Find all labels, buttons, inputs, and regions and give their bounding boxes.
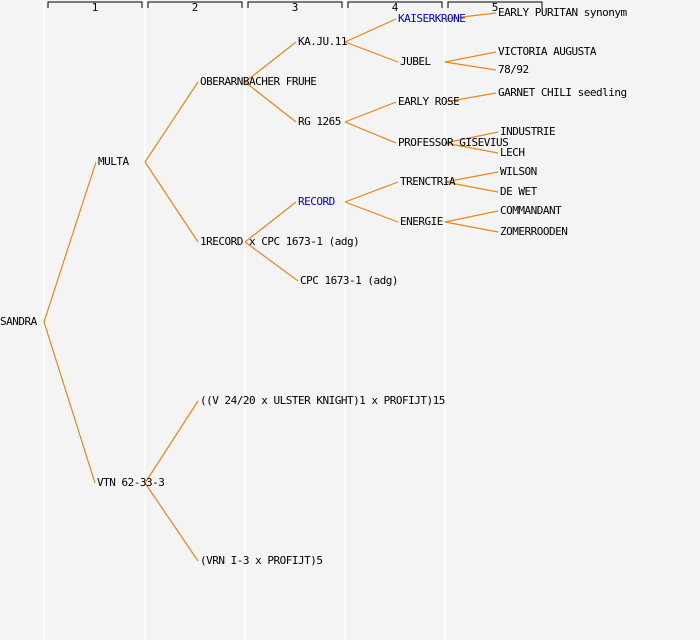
- tree-node-rg-1265: RG 1265: [298, 115, 341, 128]
- edge-rg-1265-professor-gisevius: [344, 121, 397, 144]
- edge-energie-commandant: [444, 210, 499, 223]
- generation-bracket: [47, 1, 143, 8]
- tree-node-kaiserkrone[interactable]: KAISERKRONE: [398, 12, 466, 25]
- generation-bracket: [247, 1, 343, 8]
- edge-jubel-victoria-augusta: [444, 51, 497, 63]
- edge-record-cross-record: [244, 201, 297, 243]
- tree-node-multa: MULTA: [98, 155, 129, 168]
- edge-record-cross-cpc-1673-1: [244, 241, 299, 282]
- edge-energie-zomerrooden: [444, 221, 499, 233]
- tree-node-industrie: INDUSTRIE: [500, 125, 556, 138]
- edge-sandra-multa: [43, 161, 97, 323]
- edge-trenctria-wilson: [444, 171, 499, 183]
- generation-label: 4: [391, 1, 399, 14]
- edge-professor-gisevius-lech: [444, 142, 499, 154]
- edge-record-energie: [344, 201, 399, 223]
- tree-node-jubel: JUBEL: [400, 55, 431, 68]
- edge-trenctria-de-wet: [444, 181, 499, 193]
- tree-node-lech: LECH: [500, 146, 525, 159]
- tree-node-victoria-augusta: VICTORIA AUGUSTA: [498, 45, 596, 58]
- edge-kaiserkrone-early-puritan: [444, 12, 497, 20]
- tree-node-zomerrooden: ZOMERROODEN: [500, 225, 568, 238]
- edge-ka-ju-11-kaiserkrone: [344, 18, 397, 43]
- generation-bracket: [347, 1, 443, 8]
- edge-jubel-78-92: [444, 61, 497, 71]
- edge-record-trenctria: [344, 181, 399, 203]
- tree-node-cpc-1673-1: CPC 1673-1 (adg): [300, 274, 398, 287]
- edge-oberarnbacher-fruhe-ka-ju-11: [244, 41, 297, 83]
- edge-sandra-vtn-62-33-3: [43, 321, 96, 484]
- tree-node-garnet-chili: GARNET CHILI seedling: [498, 86, 627, 99]
- tree-node-de-wet: DE WET: [500, 185, 537, 198]
- tree-node-energie: ENERGIE: [400, 215, 443, 228]
- tree-node-cross-vrn-profijt: (VRN I-3 x PROFIJT)5: [200, 554, 323, 567]
- tree-node-vtn-62-33-3: VTN 62-33-3: [97, 476, 165, 489]
- edge-professor-gisevius-industrie: [444, 131, 499, 144]
- tree-node-early-rose: EARLY ROSE: [398, 95, 460, 108]
- tree-node-record-cross: 1RECORD x CPC 1673-1 (adg): [200, 235, 360, 248]
- generation-label: 3: [291, 1, 299, 14]
- edge-multa-record-cross: [144, 161, 199, 243]
- tree-node-sandra: SANDRA: [0, 315, 37, 328]
- tree-node-ka-ju-11: KA.JU.11: [298, 35, 347, 48]
- tree-node-78-92: 78/92: [498, 63, 529, 76]
- generation-label: 1: [91, 1, 99, 14]
- tree-node-oberarnbacher-fruhe: OBERARNBACHER FRUHE: [200, 75, 317, 88]
- edge-oberarnbacher-fruhe-rg-1265: [244, 81, 297, 123]
- edge-early-rose-garnet-chili: [444, 92, 497, 103]
- tree-node-trenctria: TRENCTRIA: [400, 175, 456, 188]
- generation-bracket: [147, 1, 243, 8]
- generation-label: 5: [491, 1, 499, 14]
- tree-node-early-puritan: EARLY PURITAN synonym: [498, 6, 627, 19]
- tree-node-record[interactable]: RECORD: [298, 195, 335, 208]
- tree-node-cross-ulster-profijt: ((V 24/20 x ULSTER KNIGHT)1 x PROFIJT)15: [200, 394, 445, 407]
- edge-vtn-62-33-3-cross-vrn-profijt: [144, 482, 199, 562]
- edge-vtn-62-33-3-cross-ulster-profijt: [144, 400, 199, 484]
- tree-node-commandant: COMMANDANT: [500, 204, 562, 217]
- edge-rg-1265-early-rose: [344, 101, 397, 123]
- generation-label: 2: [191, 1, 199, 14]
- edge-ka-ju-11-jubel: [344, 41, 399, 63]
- edge-multa-oberarnbacher-fruhe: [144, 81, 199, 163]
- generation-bracket: [447, 1, 543, 8]
- tree-node-professor-gisevius: PROFESSOR GISEVIUS: [398, 136, 509, 149]
- tree-node-wilson: WILSON: [500, 165, 537, 178]
